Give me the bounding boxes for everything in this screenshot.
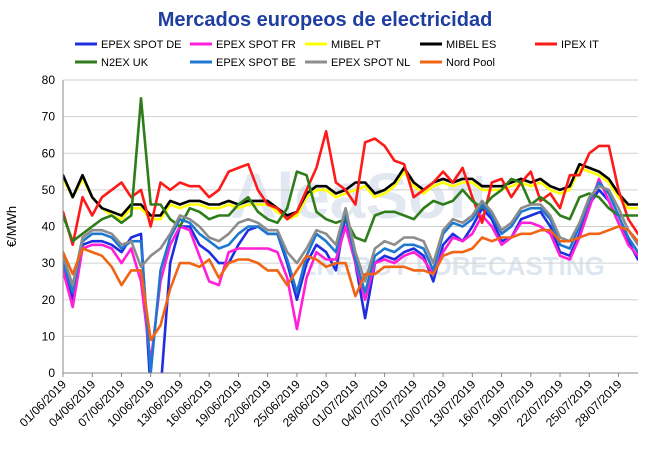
legend-label: EPEX SPOT FR bbox=[216, 39, 296, 51]
legend-label: EPEX SPOT NL bbox=[331, 57, 410, 69]
series-line-epex-spot-nl bbox=[63, 184, 638, 287]
legend-item: IPEX IT bbox=[535, 39, 599, 51]
y-tick-label: 80 bbox=[42, 73, 56, 87]
legend-item: MIBEL PT bbox=[305, 39, 381, 51]
y-tick-label: 10 bbox=[42, 329, 56, 343]
chart-title: Mercados europeos de electricidad bbox=[158, 9, 493, 31]
legend-item: EPEX SPOT DE bbox=[75, 39, 182, 51]
y-ticks: 0 10 20 30 40 50 60 70 80 bbox=[42, 73, 56, 380]
x-ticks: 01/06/201904/06/201907/06/201910/06/2019… bbox=[17, 373, 625, 430]
legend-item: EPEX SPOT FR bbox=[190, 39, 296, 51]
axes bbox=[62, 80, 638, 374]
legend-item: EPEX SPOT BE bbox=[190, 57, 296, 69]
y-tick-label: 40 bbox=[42, 220, 56, 234]
legend-label: EPEX SPOT DE bbox=[101, 39, 182, 51]
legend-label: EPEX SPOT BE bbox=[216, 57, 296, 69]
legend: EPEX SPOT DE EPEX SPOT FR MIBEL PT MIBEL ES… bbox=[75, 39, 599, 69]
legend-label: IPEX IT bbox=[561, 39, 599, 51]
legend-label: MIBEL ES bbox=[446, 39, 496, 51]
plot-lines bbox=[63, 97, 638, 373]
series-line-mibel-es bbox=[63, 162, 638, 217]
y-tick-label: 30 bbox=[42, 256, 56, 270]
y-tick-label: 60 bbox=[42, 146, 56, 160]
legend-item: MIBEL ES bbox=[420, 39, 496, 51]
legend-label: N2EX UK bbox=[101, 57, 149, 69]
y-axis-label: €/MWh bbox=[4, 206, 19, 247]
y-tick-label: 50 bbox=[42, 183, 56, 197]
legend-item: EPEX SPOT NL bbox=[305, 57, 410, 69]
series-line-mibel-pt bbox=[63, 166, 638, 221]
legend-item: Nord Pool bbox=[420, 57, 495, 69]
series-line-nord-pool bbox=[63, 225, 638, 342]
y-tick-label: 70 bbox=[42, 110, 56, 124]
y-tick-label: 20 bbox=[42, 293, 56, 307]
legend-label: Nord Pool bbox=[446, 57, 495, 69]
legend-label: MIBEL PT bbox=[331, 39, 381, 51]
legend-item: N2EX UK bbox=[75, 57, 149, 69]
y-tick-label: 0 bbox=[48, 366, 55, 380]
